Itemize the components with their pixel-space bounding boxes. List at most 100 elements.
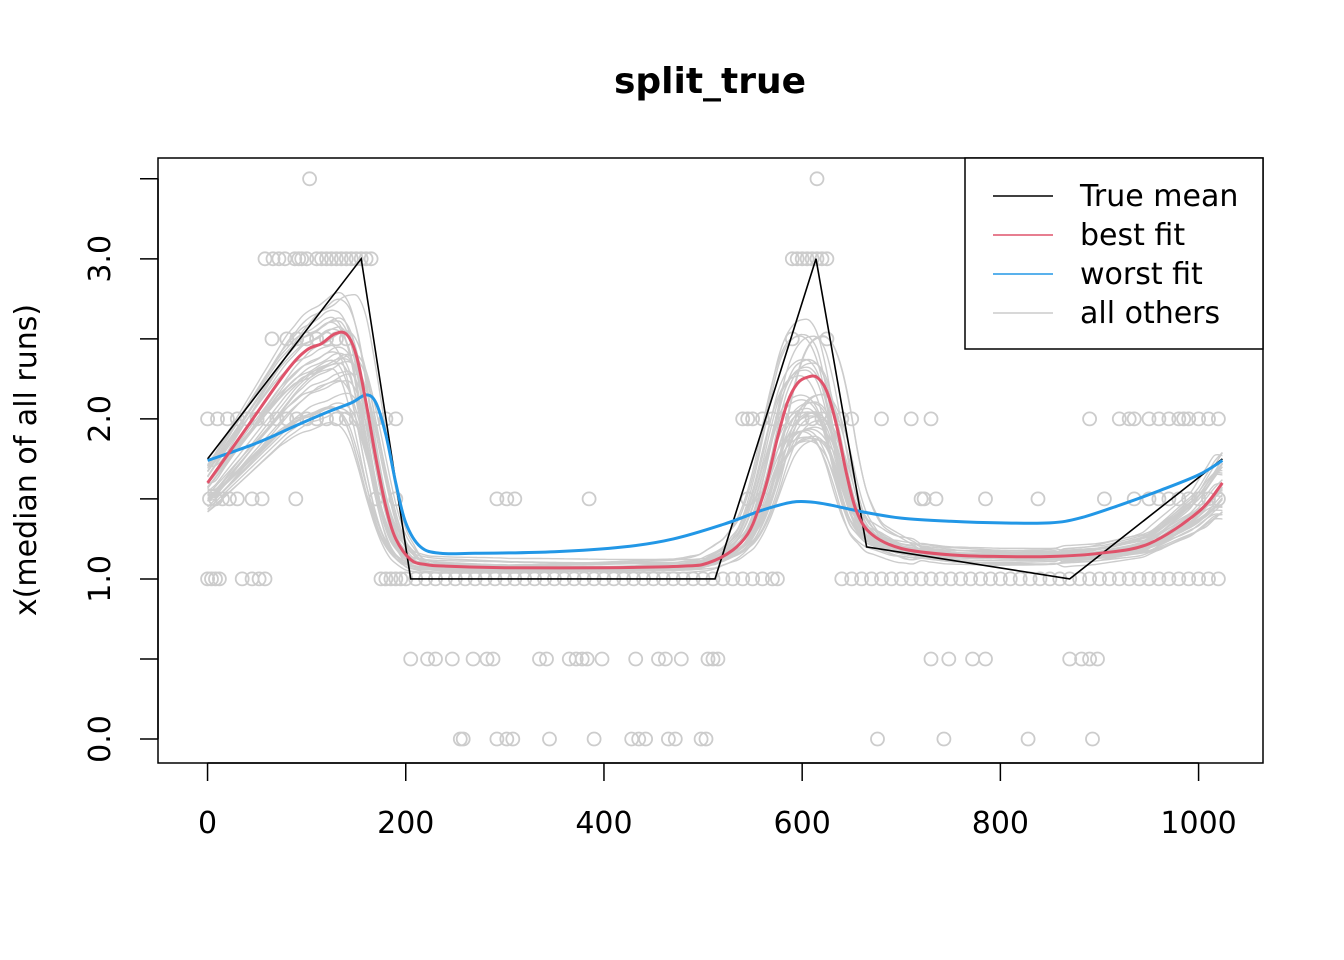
observation-point (631, 731, 647, 747)
observation-point (903, 411, 919, 427)
x-tick-label: 400 (575, 806, 632, 841)
observation-point (1191, 571, 1206, 587)
observation-point (1161, 411, 1177, 427)
observation-point (579, 651, 595, 667)
observation-point (834, 571, 850, 587)
observation-point (204, 571, 219, 587)
observation-point (928, 491, 944, 507)
observation-point (353, 251, 369, 267)
observation-point (864, 571, 879, 587)
observation-point (1176, 411, 1192, 427)
observation-point (1201, 491, 1216, 507)
observation-point (794, 251, 810, 267)
observation-point (1032, 571, 1048, 587)
observation-point (581, 491, 597, 507)
observation-point (819, 251, 835, 267)
observation-point (219, 411, 235, 427)
observation-point (388, 571, 404, 587)
observation-point (1131, 571, 1147, 587)
observation-point (740, 411, 756, 427)
observation-point (264, 331, 280, 347)
observation-point (844, 411, 860, 427)
observation-point (1211, 411, 1226, 427)
observation-point (428, 651, 443, 667)
observation-point (393, 571, 409, 587)
observation-point (378, 411, 394, 427)
observation-point (963, 571, 978, 587)
observation-point (993, 571, 1008, 587)
observation-point (983, 571, 998, 587)
observation-point (208, 571, 223, 587)
observation-point (574, 651, 590, 667)
observation-point (1042, 571, 1058, 587)
observation-point (279, 331, 295, 347)
observation-point (383, 571, 399, 587)
observation-point (1211, 571, 1226, 587)
observation-point (804, 251, 820, 267)
observation-point (388, 491, 404, 507)
observation-point (200, 411, 216, 427)
observation-point (941, 651, 957, 667)
observation-point (1201, 411, 1216, 427)
observation-point (774, 411, 790, 427)
y-axis-label: x(median of all runs) (9, 304, 44, 616)
observation-point (229, 411, 245, 427)
observation-point (1097, 491, 1112, 507)
observation-point (1082, 651, 1097, 667)
observation-point (323, 251, 339, 267)
observation-point (254, 491, 270, 507)
observation-point (532, 651, 547, 667)
observation-point (1074, 651, 1089, 667)
observation-point (799, 251, 815, 267)
observation-point (933, 571, 949, 587)
y-tick-label: 2.0 (83, 395, 118, 443)
observation-point (745, 411, 760, 427)
observation-point (700, 651, 716, 667)
observation-point (784, 251, 800, 267)
observation-point (1151, 411, 1167, 427)
observation-point (210, 411, 225, 427)
observation-point (916, 491, 932, 507)
legend-entry-label: best fit (1080, 218, 1185, 253)
observation-point (1092, 571, 1107, 587)
observation-point (542, 731, 557, 747)
other-fit-line (207, 362, 1223, 568)
observation-point (489, 491, 505, 507)
observation-point (923, 571, 939, 587)
other-fit-line (207, 316, 1223, 572)
observation-point (539, 651, 554, 667)
observation-point (1090, 651, 1105, 667)
observation-point (489, 731, 505, 747)
observation-point (1062, 571, 1078, 587)
observation-point (1012, 571, 1028, 587)
observation-point (804, 411, 820, 427)
observation-point (378, 571, 394, 587)
y-tick-label: 3.0 (83, 235, 118, 283)
observation-point (257, 571, 273, 587)
observation-point (923, 411, 939, 427)
legend-entry-label: True mean (1079, 179, 1238, 214)
observation-point (1181, 491, 1197, 507)
observation-point (455, 731, 471, 747)
observation-point (338, 251, 354, 267)
observation-point (1171, 571, 1187, 587)
observation-point (789, 251, 805, 267)
observation-point (465, 651, 481, 667)
legend-box (964, 157, 1264, 350)
observation-point (1111, 411, 1127, 427)
observation-point (1141, 491, 1157, 507)
observation-point (499, 731, 515, 747)
x-axis: 0 200 400 600 800 1000 (198, 762, 1237, 841)
observation-point (200, 571, 216, 587)
observation-point (1126, 411, 1142, 427)
x-tick-label: 800 (972, 806, 1029, 841)
observation-point (740, 491, 756, 507)
best-fit-line (206, 330, 1224, 570)
true-mean-line (206, 256, 1223, 580)
observation-point (661, 731, 676, 747)
legend-entry-label: all others (1080, 296, 1220, 331)
observation-point (770, 571, 785, 587)
observation-point (343, 251, 359, 267)
observation-point (854, 571, 869, 587)
observation-point (1020, 731, 1036, 747)
